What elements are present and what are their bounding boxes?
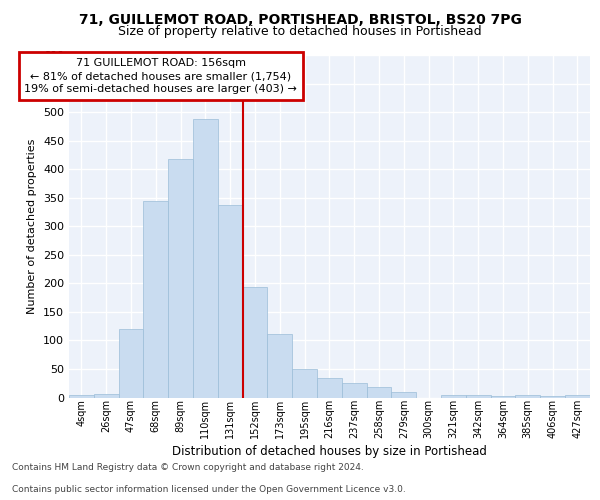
Bar	[94, 394, 119, 398]
Bar	[119, 329, 143, 398]
Bar	[69, 394, 94, 398]
X-axis label: Distribution of detached houses by size in Portishead: Distribution of detached houses by size …	[172, 445, 487, 458]
Bar	[367, 387, 391, 398]
Bar	[540, 396, 565, 398]
Text: 71, GUILLEMOT ROAD, PORTISHEAD, BRISTOL, BS20 7PG: 71, GUILLEMOT ROAD, PORTISHEAD, BRISTOL,…	[79, 12, 521, 26]
Bar	[441, 394, 466, 398]
Bar	[218, 204, 242, 398]
Text: 71 GUILLEMOT ROAD: 156sqm
← 81% of detached houses are smaller (1,754)
19% of se: 71 GUILLEMOT ROAD: 156sqm ← 81% of detac…	[25, 58, 297, 94]
Bar	[565, 394, 590, 398]
Bar	[242, 288, 268, 398]
Bar	[317, 378, 342, 398]
Bar	[391, 392, 416, 398]
Bar	[466, 395, 491, 398]
Bar	[342, 382, 367, 398]
Bar	[268, 334, 292, 398]
Text: Contains HM Land Registry data © Crown copyright and database right 2024.: Contains HM Land Registry data © Crown c…	[12, 464, 364, 472]
Text: Size of property relative to detached houses in Portishead: Size of property relative to detached ho…	[118, 25, 482, 38]
Y-axis label: Number of detached properties: Number of detached properties	[28, 138, 37, 314]
Bar	[143, 200, 168, 398]
Bar	[515, 395, 540, 398]
Bar	[292, 369, 317, 398]
Bar	[168, 159, 193, 398]
Bar	[491, 396, 515, 398]
Bar	[193, 119, 218, 398]
Text: Contains public sector information licensed under the Open Government Licence v3: Contains public sector information licen…	[12, 485, 406, 494]
